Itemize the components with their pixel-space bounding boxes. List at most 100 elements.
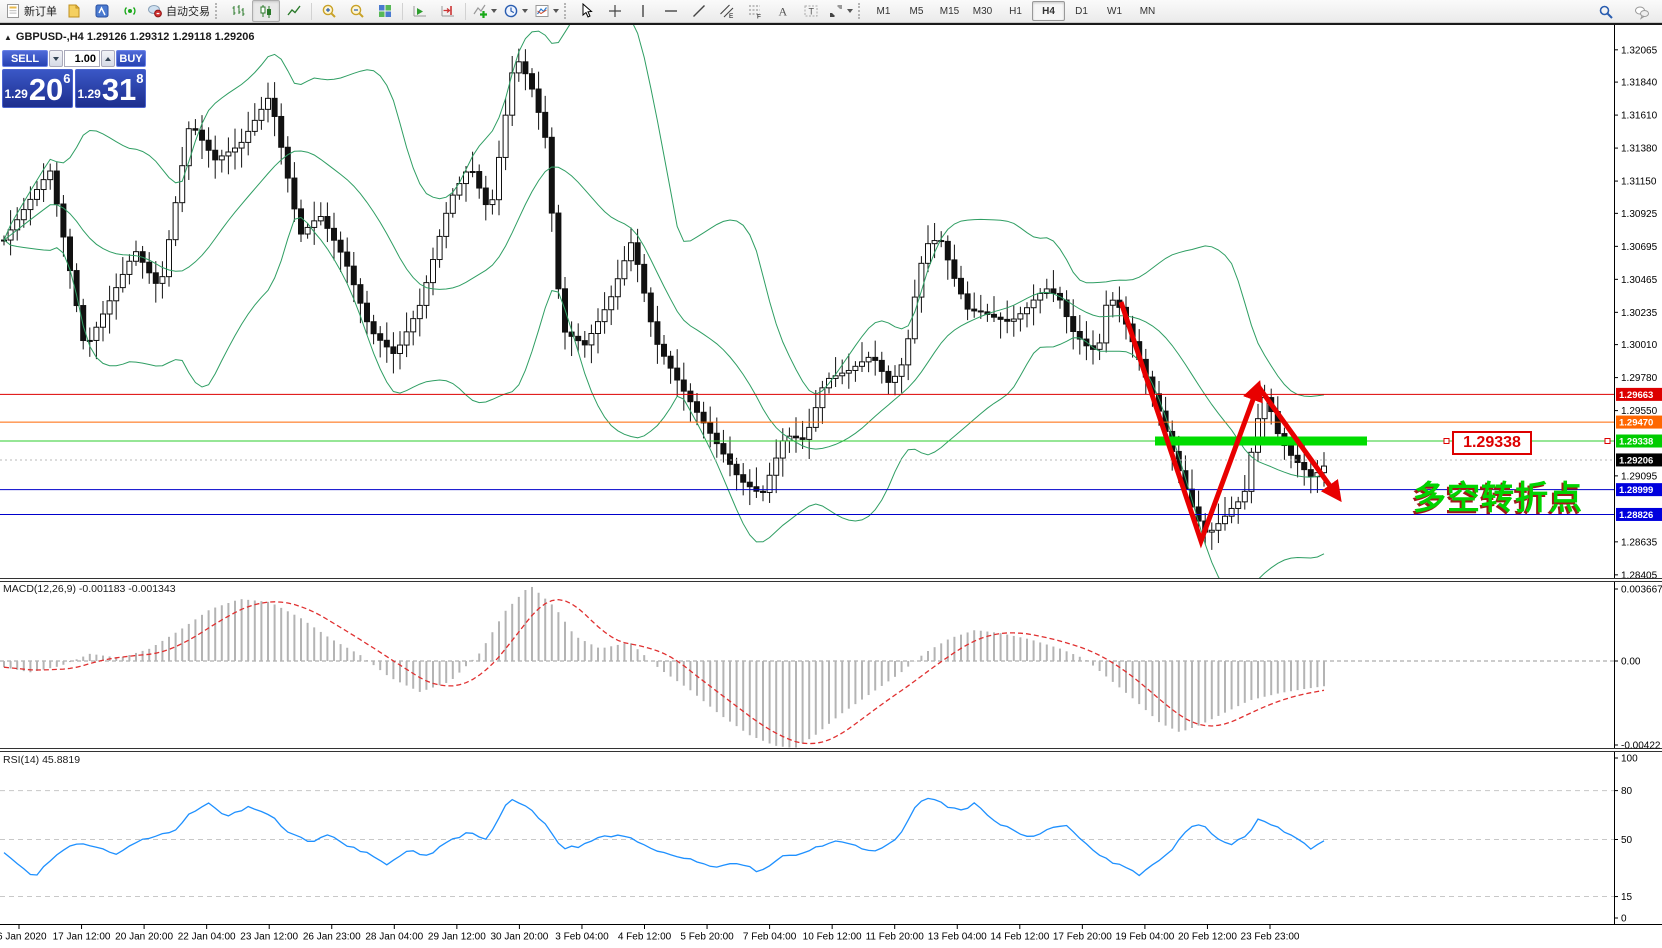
timeframe-h4-button[interactable]: H4 [1032, 1, 1065, 21]
svg-text:10 Feb 12:00: 10 Feb 12:00 [803, 932, 862, 943]
templates-icon [534, 3, 550, 19]
chart-shift-button[interactable] [434, 0, 462, 22]
sell-price-prefix: 1.29 [4, 87, 28, 101]
svg-text:17 Feb 20:00: 17 Feb 20:00 [1053, 932, 1112, 943]
svg-text:28 Jan 04:00: 28 Jan 04:00 [365, 932, 423, 943]
metaeditor-button[interactable] [88, 0, 116, 22]
svg-text:1.32065: 1.32065 [1621, 45, 1658, 56]
chart-window[interactable]: 1.32065 1.31840 1.31610 1.31380 1.31150 1.309… [0, 23, 1662, 948]
chart-title: ▲ GBPUSD-,H4 1.29126 1.29312 1.29118 1.2… [4, 31, 254, 43]
price-flag-label[interactable]: 1.29338 [1452, 431, 1532, 455]
bollinger-bands [3, 25, 1325, 578]
chevron-down-icon[interactable] [847, 9, 853, 13]
sell-price-pip: 6 [63, 71, 71, 86]
cursor-icon [579, 3, 595, 19]
price-flag-connector [1367, 438, 1611, 445]
chevron-down-icon[interactable] [522, 9, 528, 13]
line-chart-button[interactable] [280, 0, 308, 22]
timeframe-m15-button[interactable]: M15 [939, 5, 960, 17]
chevron-down-icon [53, 56, 59, 61]
svg-text:22 Jan 04:00: 22 Jan 04:00 [178, 932, 236, 943]
svg-text:1.30695: 1.30695 [1621, 242, 1658, 253]
svg-text:1.29095: 1.29095 [1621, 471, 1658, 482]
svg-text:1.30925: 1.30925 [1621, 209, 1658, 220]
crosshair-button[interactable] [601, 0, 629, 22]
periods-button[interactable] [500, 0, 531, 22]
zoom-in-button[interactable] [315, 0, 343, 22]
svg-text:7 Feb 04:00: 7 Feb 04:00 [743, 932, 797, 943]
timeframe-d1-button[interactable]: D1 [1075, 5, 1088, 17]
sell-button[interactable]: SELL [2, 50, 48, 67]
volume-input[interactable]: 1.00 [64, 50, 100, 67]
search-button[interactable] [1592, 1, 1620, 23]
timeframe-h1-button[interactable]: H1 [1009, 5, 1022, 17]
buy-price-pip: 8 [136, 71, 144, 86]
label-button[interactable]: T [797, 0, 825, 22]
templates-button[interactable] [531, 0, 562, 22]
autoscroll-button[interactable] [406, 0, 434, 22]
zoom-out-icon [349, 3, 365, 19]
chart-shift-icon [440, 3, 456, 19]
channel-button[interactable]: E [713, 0, 741, 22]
hline-button[interactable] [657, 0, 685, 22]
volume-decrease-button[interactable] [49, 50, 63, 67]
bars-button[interactable] [224, 0, 252, 22]
tile-windows-button[interactable] [371, 0, 399, 22]
zoom-in-icon [321, 3, 337, 19]
svg-text:16 Jan 2020: 16 Jan 2020 [0, 932, 47, 943]
timeframe-m1-button[interactable]: M1 [876, 5, 891, 17]
indicators-icon [472, 3, 488, 19]
svg-text:29 Jan 12:00: 29 Jan 12:00 [428, 932, 486, 943]
one-click-trading-panel: SELL 1.00 BUY 1.29 20 6 1.29 31 8 [2, 50, 146, 108]
svg-text:A: A [779, 5, 788, 19]
toolbar-grip [858, 3, 863, 19]
svg-text:19 Feb 04:00: 19 Feb 04:00 [1115, 932, 1174, 943]
signal-button[interactable] [116, 0, 144, 22]
timeframe-m5-button[interactable]: M5 [909, 5, 924, 17]
fibo-button[interactable]: F [741, 0, 769, 22]
svg-text:4 Feb 12:00: 4 Feb 12:00 [618, 932, 672, 943]
new-order-button[interactable]: 新订单 [2, 0, 60, 22]
toolbar-separator [402, 2, 403, 20]
line-chart-icon [286, 3, 302, 19]
autotrading-button[interactable]: 自动交易 [144, 0, 213, 22]
svg-text:1.31150: 1.31150 [1621, 177, 1657, 188]
cursor-button[interactable] [573, 0, 601, 22]
svg-text:15: 15 [1621, 892, 1633, 903]
timeframe-mn-button[interactable]: MN [1139, 5, 1156, 17]
svg-text:1.29780: 1.29780 [1621, 373, 1658, 384]
svg-text:1.28405: 1.28405 [1621, 570, 1658, 581]
zoom-out-button[interactable] [343, 0, 371, 22]
new-order-icon [5, 3, 21, 19]
volume-increase-button[interactable] [101, 50, 115, 67]
timeframe-m30-button[interactable]: M30 [972, 5, 993, 17]
svg-text:23 Jan 12:00: 23 Jan 12:00 [240, 932, 298, 943]
ohlc-readout: GBPUSD-,H4 1.29126 1.29312 1.29118 1.292… [15, 31, 255, 43]
arrows-button[interactable] [825, 0, 856, 22]
vline-button[interactable] [629, 0, 657, 22]
sell-price[interactable]: 1.29 20 6 [2, 69, 73, 108]
chat-button[interactable] [1628, 1, 1656, 23]
svg-text:13 Feb 04:00: 13 Feb 04:00 [928, 932, 987, 943]
chevron-down-icon[interactable] [553, 9, 559, 13]
svg-text:1.30465: 1.30465 [1621, 275, 1658, 286]
chevron-down-icon[interactable] [491, 9, 497, 13]
chart-window-button[interactable] [60, 0, 88, 22]
indicators-button[interactable] [469, 0, 500, 22]
price-levels [0, 393, 1614, 515]
svg-text:E: E [729, 13, 734, 19]
buy-button[interactable]: BUY [116, 50, 146, 67]
svg-text:20 Feb 12:00: 20 Feb 12:00 [1178, 932, 1237, 943]
toolbar-button-label: 新订单 [24, 6, 57, 18]
text-button[interactable]: A [769, 0, 797, 22]
chart-canvas[interactable]: 1.32065 1.31840 1.31610 1.31380 1.31150 1.309… [0, 23, 1662, 948]
candles-button[interactable] [252, 0, 280, 22]
svg-text:11 Feb 20:00: 11 Feb 20:00 [866, 932, 925, 943]
trendline-button[interactable] [685, 0, 713, 22]
toolbar-grip [215, 3, 220, 19]
expand-triangle-icon[interactable]: ▲ [4, 32, 12, 42]
svg-text:23 Feb 23:00: 23 Feb 23:00 [1241, 932, 1300, 943]
buy-price[interactable]: 1.29 31 8 [75, 69, 146, 108]
metaeditor-icon [94, 3, 110, 19]
timeframe-w1-button[interactable]: W1 [1107, 5, 1122, 17]
